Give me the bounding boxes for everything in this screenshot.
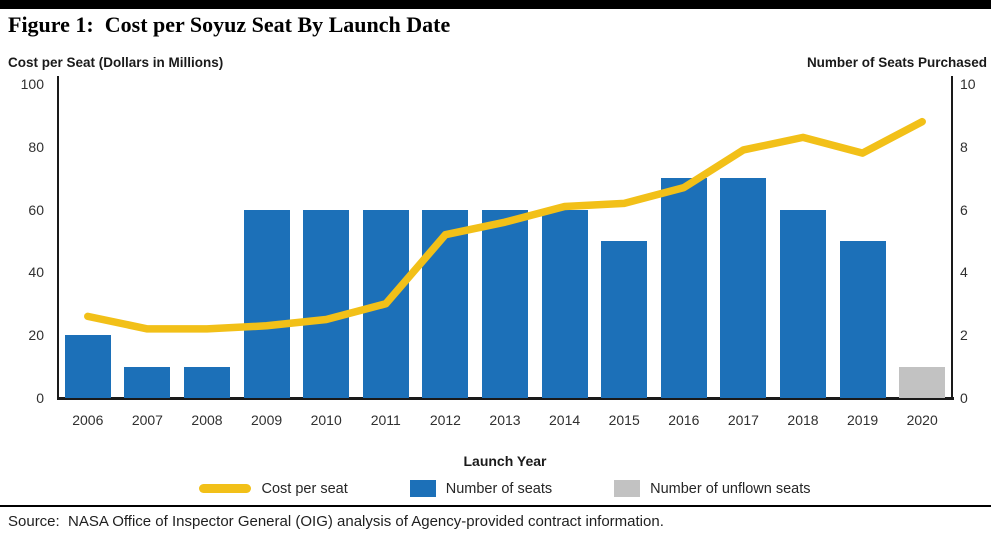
seats-bar [243, 209, 290, 398]
figure-title: Figure 1: Cost per Soyuz Seat By Launch … [8, 12, 451, 37]
right-axis-title: Number of Seats Purchased [806, 55, 987, 70]
seats-bar [64, 335, 111, 398]
legend-label: Number of unflown seats [650, 480, 811, 497]
seats-bar [422, 209, 469, 398]
legend-label: Number of seats [445, 480, 553, 497]
seats-bar [839, 241, 886, 398]
right-axis-tick-label: 10 [960, 76, 976, 92]
x-axis-year-label: 2012 [429, 412, 461, 428]
left-axis-tick-label: 20 [28, 327, 44, 344]
legend-label: Cost per seat [261, 480, 348, 497]
left-axis-tick-label: 0 [36, 390, 44, 406]
legend-item: Number of unflown seats [614, 480, 811, 497]
x-axis-year-label: 2017 [727, 412, 759, 428]
x-axis-year-label: 2020 [906, 412, 938, 428]
x-axis-year-label: 2018 [787, 412, 819, 428]
legend-item: Number of seats [409, 480, 553, 497]
legend-line-swatch [199, 484, 252, 493]
x-axis-year-label: 2006 [72, 412, 104, 428]
x-axis-year-label: 2014 [549, 412, 581, 428]
x-axis-year-label: 2009 [251, 412, 283, 428]
top-rule [0, 0, 991, 9]
seats-bar [303, 209, 350, 398]
legend-square-swatch [614, 480, 641, 497]
left-axis-tick-label: 40 [28, 264, 44, 281]
x-axis-title: Launch Year [463, 453, 547, 469]
source-note: Source: NASA Office of Inspector General… [8, 513, 664, 530]
legend-item: Cost per seat [199, 480, 348, 497]
right-axis-tick-label: 6 [960, 201, 968, 218]
seats-bar [124, 366, 171, 398]
x-axis-year-label: 2013 [489, 412, 521, 428]
seats-bar [541, 209, 588, 398]
legend-square-swatch [409, 480, 436, 497]
x-axis-year-label: 2008 [191, 412, 223, 428]
left-axis-tick-label: 60 [28, 201, 44, 218]
left-axis-title: Cost per Seat (Dollars in Millions) [8, 55, 224, 70]
seats-bar [780, 209, 826, 398]
x-axis-year-label: 2007 [131, 412, 163, 428]
right-axis-tick-label: 4 [960, 264, 968, 281]
right-axis-line [951, 76, 953, 399]
x-axis-year-label: 2010 [310, 412, 342, 428]
chart-legend: Cost per seat Number of seats Number of un… [58, 480, 952, 497]
seats-bar [720, 178, 767, 398]
x-axis-year-label: 2015 [608, 412, 640, 428]
right-axis-tick-label: 2 [960, 327, 968, 344]
seats-bar [660, 178, 707, 398]
left-axis-tick-label: 100 [20, 76, 44, 92]
left-axis-tick-label: 80 [28, 138, 44, 155]
x-axis-line [57, 397, 954, 400]
left-axis-line [57, 76, 59, 399]
seats-bar [482, 209, 528, 398]
unflown-seats-bar [899, 366, 946, 398]
seats-bar [601, 241, 648, 398]
right-axis-tick-label: 8 [960, 138, 968, 155]
x-axis-year-label: 2016 [668, 412, 700, 428]
x-axis-year-label: 2019 [847, 412, 879, 428]
bottom-rule [0, 505, 991, 507]
right-axis-tick-label: 0 [960, 390, 968, 406]
seats-bar [184, 366, 230, 398]
x-axis-year-label: 2011 [370, 412, 401, 428]
